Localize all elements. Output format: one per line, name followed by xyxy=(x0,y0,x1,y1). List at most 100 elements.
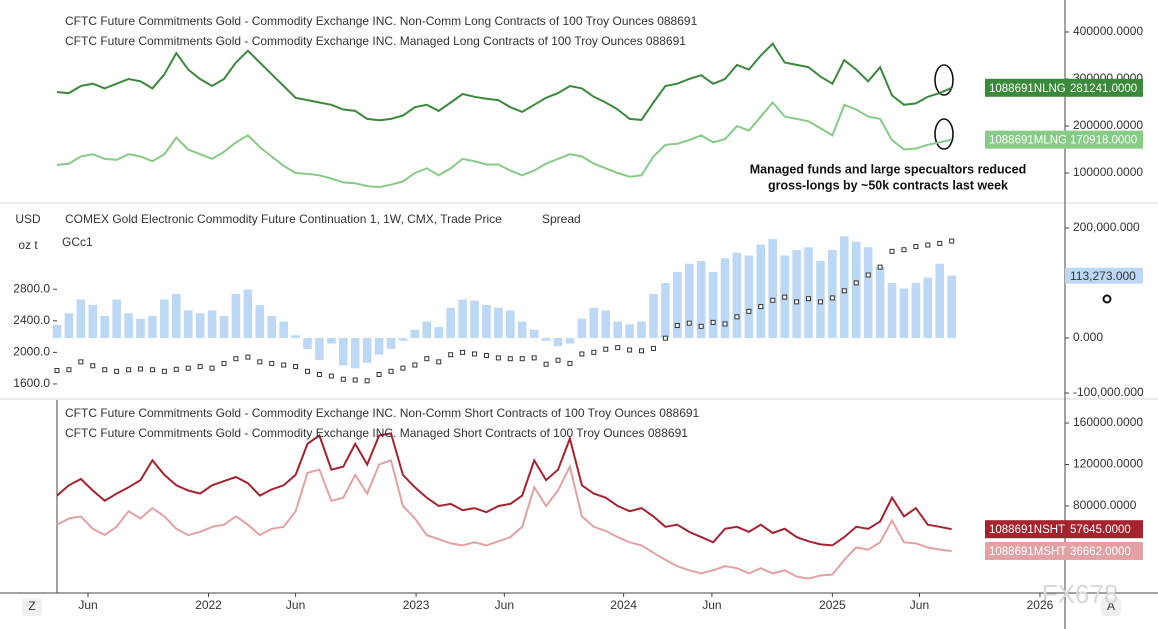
button-label[interactable]: Z xyxy=(28,599,35,613)
candle xyxy=(806,296,812,302)
bar xyxy=(768,239,778,339)
candle xyxy=(328,373,334,379)
candle xyxy=(114,368,120,374)
legend-entry: CFTC Future Commitments Gold - Commodity… xyxy=(65,406,700,420)
bar xyxy=(541,338,551,341)
bar xyxy=(553,338,563,347)
value-tag xyxy=(985,541,1143,560)
candle xyxy=(591,349,597,355)
button[interactable] xyxy=(22,598,42,616)
value-tag-label: 113,273.000 xyxy=(1070,269,1136,283)
bar xyxy=(195,313,205,339)
candle xyxy=(949,238,955,244)
bar xyxy=(183,310,193,339)
candle xyxy=(376,371,382,377)
bar xyxy=(374,338,384,355)
candle xyxy=(507,356,513,362)
candle xyxy=(901,247,907,253)
bar xyxy=(744,255,754,339)
x-tick-label: Jun xyxy=(495,598,514,612)
candle xyxy=(483,353,489,359)
bar xyxy=(601,310,611,339)
candle xyxy=(54,368,60,374)
y-tick-label: 80000.0000 xyxy=(1073,498,1137,512)
bar xyxy=(410,329,420,339)
x-tick-label: Jun xyxy=(286,598,305,612)
bar xyxy=(589,307,599,339)
bar xyxy=(350,338,360,369)
legend-entry: CFTC Future Commitments Gold - Commodity… xyxy=(65,14,698,28)
candle xyxy=(925,242,931,248)
candle xyxy=(412,362,418,368)
candle xyxy=(674,323,680,329)
legend-entry: Spread xyxy=(542,212,581,226)
button-label[interactable]: A xyxy=(1107,599,1115,613)
candle xyxy=(817,299,823,305)
bar xyxy=(470,300,479,339)
annotation: Managed funds and large specualtors redu… xyxy=(750,162,1026,176)
candle xyxy=(913,244,919,250)
bar xyxy=(875,266,885,339)
bar xyxy=(494,307,503,339)
y-tick-label: 0.000 xyxy=(1073,330,1103,344)
bar xyxy=(673,272,682,339)
bar xyxy=(219,316,229,339)
series-line xyxy=(56,42,953,122)
bar xyxy=(720,258,730,339)
bar xyxy=(661,283,670,339)
y-tick-label: 200,000.000 xyxy=(1073,220,1140,234)
candle xyxy=(78,359,84,365)
candle xyxy=(603,346,609,352)
bar xyxy=(899,288,909,339)
bar xyxy=(696,261,706,339)
bar xyxy=(124,313,133,339)
axis-unit: USD xyxy=(15,212,41,226)
candle xyxy=(579,351,585,357)
candle xyxy=(758,304,764,310)
y-tick-label: 1600.0 xyxy=(13,376,50,390)
candle xyxy=(555,357,561,363)
bar xyxy=(911,283,921,339)
candle xyxy=(460,349,466,355)
button[interactable] xyxy=(1101,598,1121,616)
candle xyxy=(650,345,656,351)
bar xyxy=(303,338,312,350)
candle xyxy=(698,323,704,329)
candle xyxy=(340,376,346,382)
bar xyxy=(649,294,658,339)
candle xyxy=(519,356,525,362)
bar xyxy=(935,263,945,339)
bar xyxy=(398,338,408,341)
bar xyxy=(625,324,634,339)
watermark: FX678 xyxy=(1042,579,1119,609)
candle xyxy=(746,308,752,314)
y-tick-label: 120000.0000 xyxy=(1073,457,1143,471)
bar xyxy=(136,318,145,339)
bar xyxy=(613,321,622,339)
bar xyxy=(792,250,801,339)
candle xyxy=(149,367,155,373)
y-tick-label: 400000.0000 xyxy=(1073,24,1143,38)
bar xyxy=(458,299,467,339)
series-line xyxy=(56,100,952,189)
y-tick-label: 2800.0 xyxy=(13,281,50,295)
x-tick-label: 2023 xyxy=(403,598,430,612)
candle xyxy=(567,360,573,366)
candle xyxy=(185,365,191,371)
value-tag-label: 170918.0000 xyxy=(1070,135,1137,147)
value-tag-label: 36662.0000 xyxy=(1070,546,1131,558)
legend-entry: GCc1 xyxy=(62,235,93,249)
candle xyxy=(662,335,668,341)
candle xyxy=(472,351,478,357)
bar xyxy=(100,316,110,339)
value-tag-label: 281241.0000 xyxy=(1070,83,1137,95)
bar xyxy=(255,305,265,339)
value-tag xyxy=(985,130,1143,149)
bar xyxy=(243,289,253,339)
bar xyxy=(529,329,539,339)
candle xyxy=(364,378,370,384)
value-tag-name: 1088691NSHT xyxy=(989,524,1065,536)
candle xyxy=(841,288,847,294)
